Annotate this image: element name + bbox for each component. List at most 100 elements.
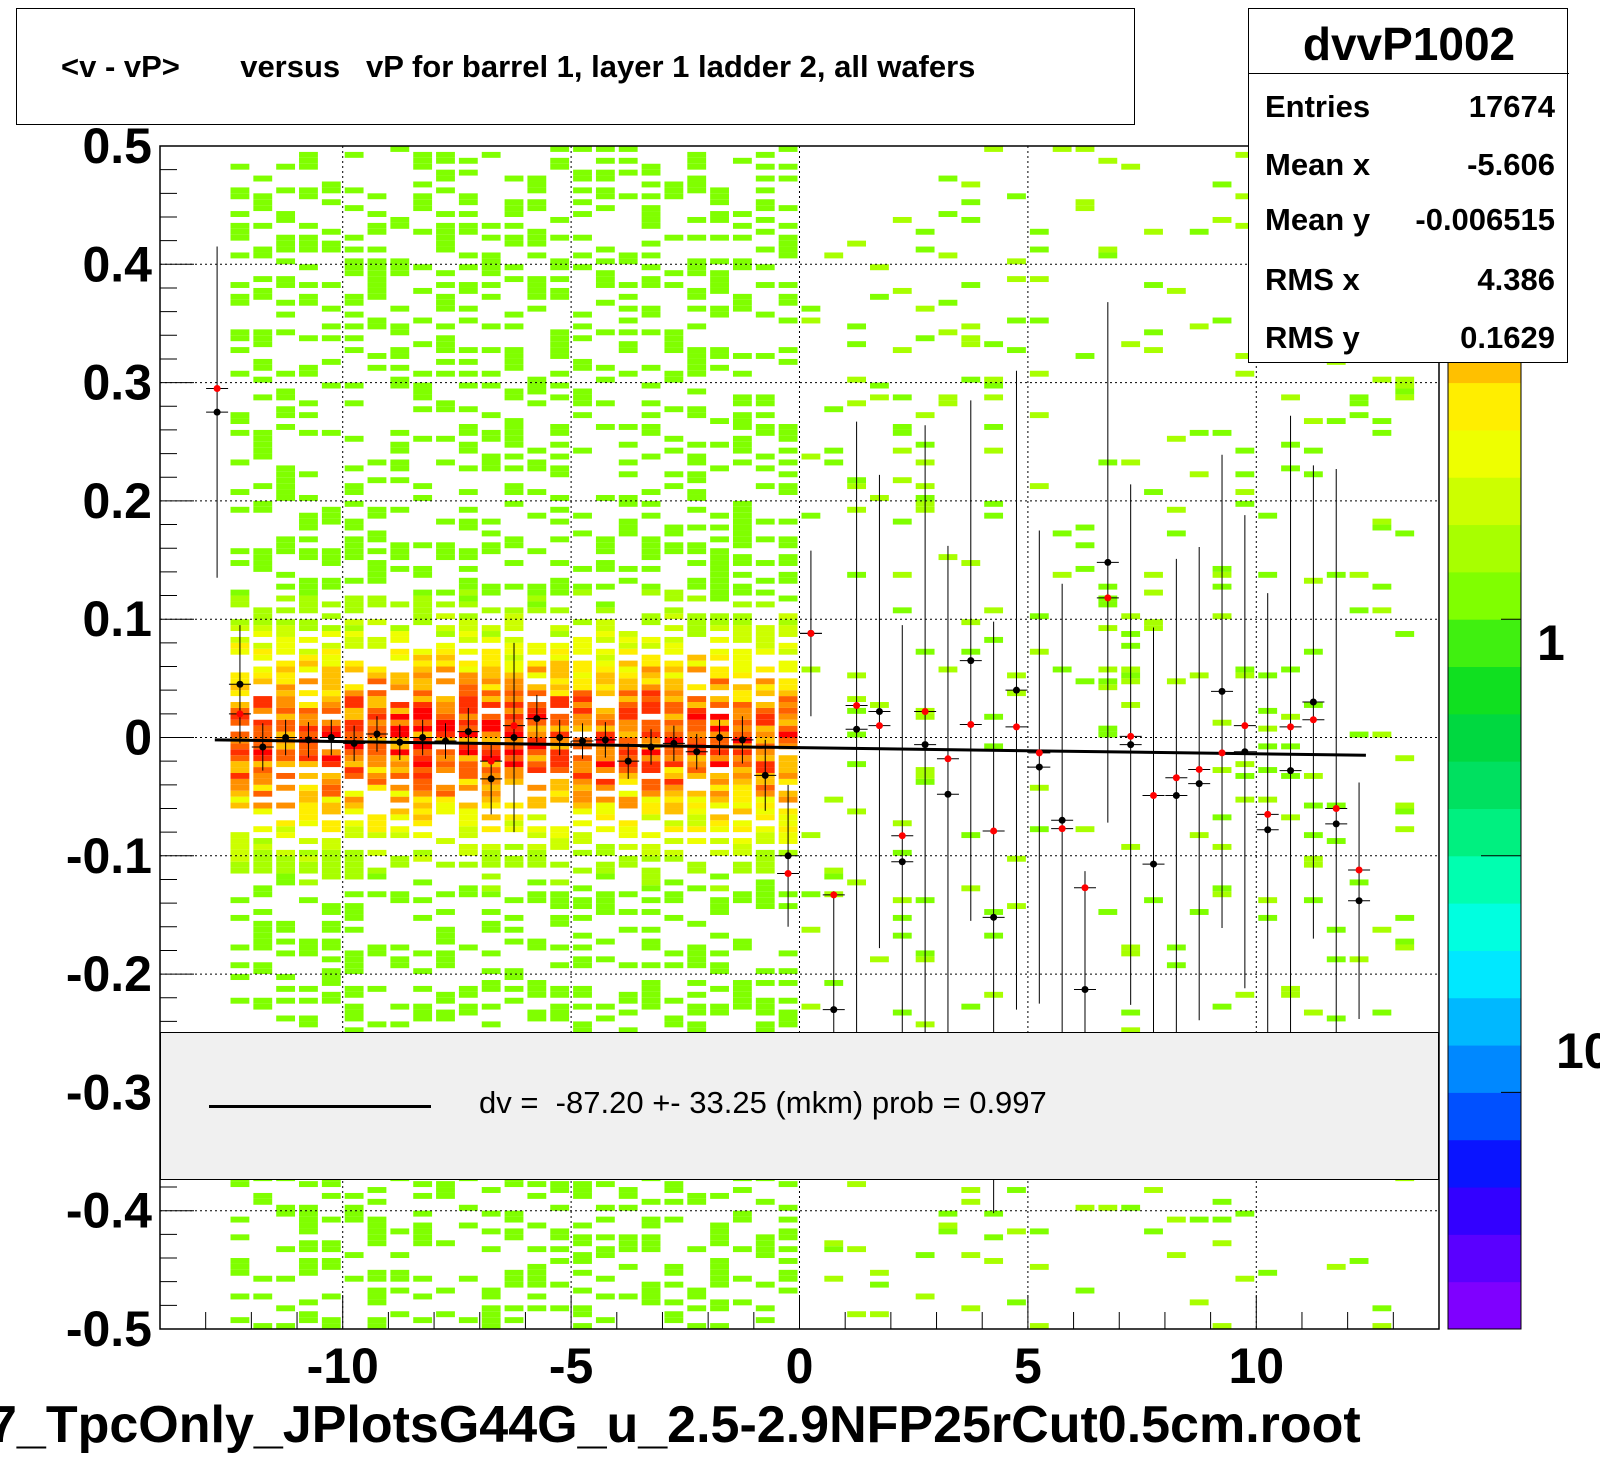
heatmap-cell [710, 755, 729, 762]
heatmap-cell [481, 968, 501, 975]
heatmap-cell [1235, 1275, 1255, 1282]
heatmap-cell [755, 577, 775, 584]
heatmap-cell [687, 406, 707, 413]
alt-point [807, 629, 815, 637]
heatmap-cell [436, 151, 455, 158]
y-tick-label: 0.2 [82, 473, 152, 529]
heatmap-cell [755, 867, 775, 874]
heatmap-cell [276, 784, 296, 791]
heatmap-cell [344, 1275, 364, 1282]
heatmap-cell [299, 796, 318, 803]
heatmap-cell [550, 163, 570, 170]
heatmap-cell [550, 1015, 570, 1022]
heatmap-cell [641, 193, 661, 200]
heatmap-cell [595, 548, 615, 555]
heatmap-cell [458, 696, 478, 703]
heatmap-cell [458, 1204, 478, 1211]
heatmap-cell [732, 838, 752, 844]
heatmap-cell [1029, 370, 1049, 377]
heatmap-cell [344, 684, 364, 691]
heatmap-cell [595, 583, 615, 590]
heatmap-cell [618, 1234, 638, 1241]
heatmap-cell [732, 938, 752, 945]
heatmap-cell [367, 672, 387, 679]
heatmap-cell [344, 761, 364, 768]
heatmap-cell [390, 347, 410, 354]
heatmap-cell [344, 909, 364, 915]
heatmap-cell [276, 619, 296, 626]
heatmap-cell [458, 802, 478, 809]
heatmap-cell [687, 258, 707, 265]
heatmap-cell [778, 778, 798, 785]
heatmap-cell [664, 914, 684, 921]
heatmap-cell [299, 536, 318, 543]
heatmap-cell [755, 424, 775, 430]
heatmap-cell [641, 169, 661, 176]
heatmap-cell [413, 341, 433, 348]
heatmap-cell [481, 151, 501, 158]
heatmap-cell [253, 565, 273, 572]
heatmap-cell [573, 358, 592, 365]
heatmap-cell [527, 660, 547, 667]
heatmap-cell [687, 471, 707, 478]
heatmap-cell [755, 1021, 775, 1028]
heatmap-cell [687, 790, 707, 797]
heatmap-cell [253, 341, 273, 348]
heatmap-cell [778, 205, 798, 212]
heatmap-cell [367, 690, 387, 697]
heatmap-cell [755, 1003, 775, 1010]
heatmap-cell [504, 619, 524, 626]
heatmap-cell [527, 690, 547, 697]
heatmap-cell [1303, 1009, 1323, 1016]
heatmap-cell [321, 838, 341, 844]
alt-point [1195, 765, 1203, 773]
heatmap-cell [527, 465, 547, 472]
heatmap-cell [961, 335, 981, 342]
heatmap-cell [778, 1269, 798, 1276]
heatmap-cell [573, 707, 592, 714]
heatmap-cell [299, 678, 318, 685]
heatmap-cell [550, 660, 570, 667]
heatmap-cell [299, 1246, 318, 1253]
heatmap-cell [344, 1009, 364, 1016]
heatmap-cell [595, 282, 615, 288]
heatmap-cell [481, 980, 501, 986]
heatmap-cell [458, 678, 478, 685]
heatmap-cell [504, 347, 524, 354]
heatmap-cell [778, 1216, 798, 1223]
heatmap-cell [344, 187, 364, 194]
palette-swatch [1448, 619, 1521, 668]
heatmap-cell [321, 778, 341, 785]
heatmap-cell [641, 1234, 661, 1241]
heatmap-cell [436, 838, 455, 844]
heatmap-cell [253, 672, 273, 679]
heatmap-cell [458, 808, 478, 815]
heatmap-cell [710, 814, 729, 821]
heatmap-cell [436, 796, 455, 803]
heatmap-cell [595, 802, 615, 809]
heatmap-cell [299, 636, 318, 643]
heatmap-cell [755, 518, 775, 525]
stat-value: 0.1629 [1460, 320, 1555, 355]
heatmap-cell [573, 678, 592, 685]
heatmap-cell [299, 1263, 318, 1270]
heatmap-cell [230, 802, 250, 809]
palette-swatch [1448, 571, 1521, 620]
heatmap-cell [550, 903, 570, 910]
heatmap-cell [367, 1187, 387, 1193]
heatmap-cell [276, 465, 296, 472]
heatmap-cell [732, 264, 752, 271]
heatmap-cell [299, 163, 318, 170]
heatmap-cell [1075, 205, 1095, 212]
heatmap-cell [458, 1003, 478, 1010]
alt-point [1355, 866, 1363, 874]
heatmap-cell [618, 648, 638, 655]
heatmap-cell [299, 707, 318, 714]
heatmap-cell [367, 1198, 387, 1205]
heatmap-cell [710, 672, 729, 679]
heatmap-cell [390, 702, 410, 708]
heatmap-cell [618, 737, 638, 744]
heatmap-cell [755, 1246, 775, 1253]
heatmap-cell [253, 506, 273, 513]
heatmap-cell [755, 400, 775, 407]
